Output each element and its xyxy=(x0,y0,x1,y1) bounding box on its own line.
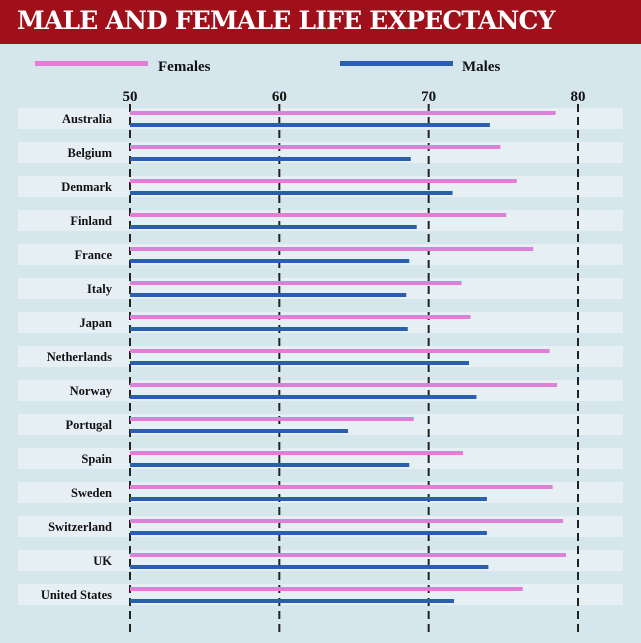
legend-swatch-males xyxy=(340,61,453,66)
category-label: Spain xyxy=(81,452,112,466)
bar-females xyxy=(130,349,550,353)
bar-females xyxy=(130,213,507,217)
bar-males xyxy=(130,259,410,263)
category-label: Belgium xyxy=(68,146,113,160)
bar-males xyxy=(130,123,490,127)
bar-females xyxy=(130,315,471,319)
bar-males xyxy=(130,599,455,603)
category-label: Sweden xyxy=(71,486,112,500)
category-label: Denmark xyxy=(61,180,112,194)
page-title: MALE AND FEMALE LIFE EXPECTANCY xyxy=(17,6,555,35)
category-label: Italy xyxy=(87,282,113,296)
legend-label-females: Females xyxy=(158,59,211,75)
tick-label: 60 xyxy=(272,89,287,105)
bar-males xyxy=(130,429,349,433)
tick-label: 80 xyxy=(571,89,586,105)
bar-females xyxy=(130,553,567,557)
bar-males xyxy=(130,463,410,467)
bar-males xyxy=(130,395,477,399)
category-label: Switzerland xyxy=(48,520,112,534)
bar-females xyxy=(130,587,523,591)
bar-males xyxy=(130,327,408,331)
bar-males xyxy=(130,293,407,297)
bar-males xyxy=(130,497,487,501)
category-label: Portugal xyxy=(65,418,112,432)
bar-males xyxy=(130,565,489,569)
legend-swatch-females xyxy=(35,61,148,66)
category-label: United States xyxy=(41,588,112,602)
category-label: Norway xyxy=(70,384,113,398)
tick-label: 70 xyxy=(421,89,436,105)
bar-males xyxy=(130,531,487,535)
header-banner: MALE AND FEMALE LIFE EXPECTANCY xyxy=(0,0,641,44)
bar-males xyxy=(130,225,417,229)
tick-label: 50 xyxy=(123,89,138,105)
bar-males xyxy=(130,157,411,161)
bar-males xyxy=(130,361,469,365)
category-label: France xyxy=(75,248,113,262)
bar-males xyxy=(130,191,453,195)
legend-label-males: Males xyxy=(462,59,500,75)
bar-females xyxy=(130,519,564,523)
bar-females xyxy=(130,417,414,421)
bar-females xyxy=(130,383,558,387)
bar-females xyxy=(130,281,462,285)
category-label: Netherlands xyxy=(47,350,112,364)
bar-females xyxy=(130,111,556,115)
bar-females xyxy=(130,485,553,489)
category-label: Finland xyxy=(70,214,112,228)
category-label: UK xyxy=(93,554,112,568)
bar-females xyxy=(130,179,517,183)
category-label: Japan xyxy=(79,316,112,330)
bar-females xyxy=(130,145,501,149)
category-label: Australia xyxy=(62,112,113,126)
bar-females xyxy=(130,451,464,455)
bar-females xyxy=(130,247,534,251)
life-expectancy-chart: 50 60 70 80 Females Males Australia Belgium Denm… xyxy=(18,59,623,636)
